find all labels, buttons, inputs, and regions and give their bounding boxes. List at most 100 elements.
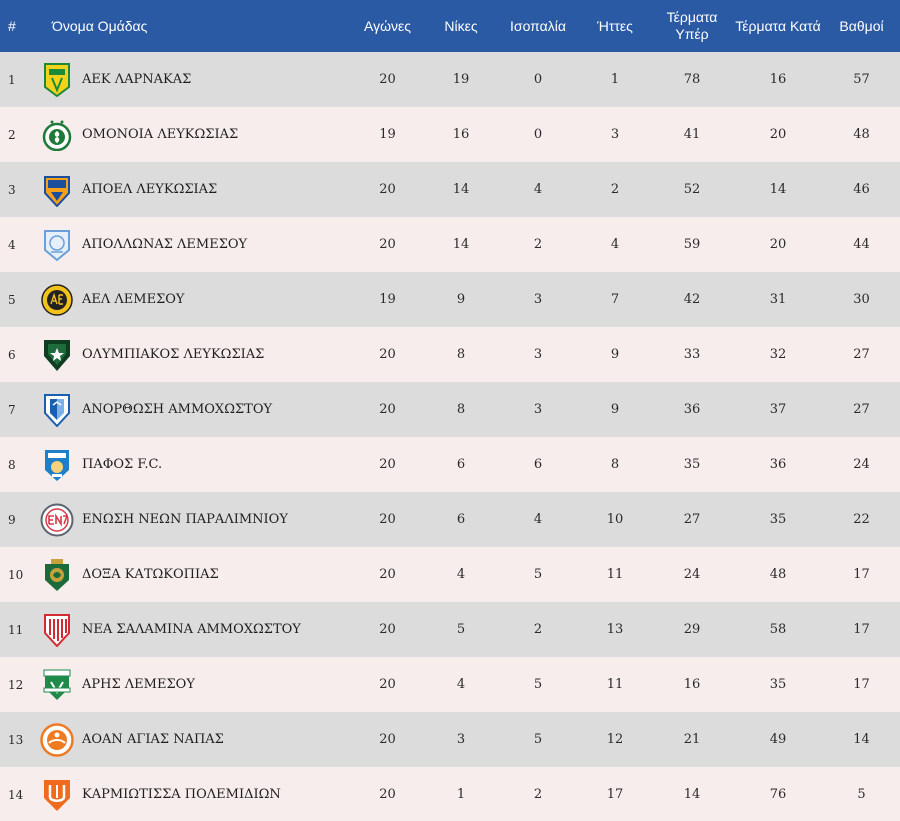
rank-cell: 14 [8,787,24,802]
points-cell: 27 [853,402,870,417]
wins-cell: 3 [456,732,466,747]
team-cell: ΝΕΑ ΣΑΛΑΜΙΝΑ ΑΜΜΟΧΩΣΤΟΥ [38,602,350,657]
header-team-name: Όνομα Ομάδας [52,17,148,34]
losses-cell: 10 [606,512,624,527]
olympiakos-nicosia-logo [40,338,74,372]
rank-cell: 6 [8,347,16,362]
rank-cell: 1 [8,72,16,87]
played-cell: 19 [379,127,396,142]
draws-cell: 5 [533,732,543,747]
goals-against-cell: 31 [769,292,787,307]
rank-cell: 9 [8,512,16,527]
goals-for-cell: 52 [683,182,701,197]
losses-cell: 9 [610,347,620,362]
rank-cell: 12 [8,677,24,692]
table-row: 9 ΕΝΩΣΗ ΝΕΩΝ ΠΑΡΑΛΙΜΝΙΟΥ 20 6 4 10 27 35 22 [0,492,900,547]
team-cell-content: ΟΛΥΜΠΙΑΚΟΣ ΛΕΥΚΩΣΙΑΣ [38,338,350,372]
goals-for-cell: 29 [683,622,701,637]
wins-cell: 9 [456,292,466,307]
karmiotissa-logo [40,778,74,812]
goals-against-cell: 35 [769,677,787,692]
goals-against-cell: 35 [769,512,787,527]
team-name: ΑΕΛ ΛΕΜΕΣΟΥ [82,292,185,307]
team-cell-content: ΑΟΑΝ ΑΓΙΑΣ ΝΑΠΑΣ [38,722,350,757]
played-cell: 20 [379,787,396,802]
draws-cell: 3 [533,347,543,362]
doxa-logo [40,558,74,592]
goals-for-cell: 16 [683,677,701,692]
points-cell: 17 [853,677,870,692]
losses-cell: 17 [606,787,624,802]
team-name: ΑΠΟΕΛ ΛΕΥΚΩΣΙΑΣ [82,182,218,197]
table-header-row: # Όνομα Ομάδας Αγώνες Νίκες Ισοπαλία Ήττ… [0,0,900,52]
table-row: 10 ΔΟΞΑ ΚΑΤΩΚΟΠΙΑΣ 20 4 5 11 24 48 17 [0,547,900,602]
table-row: 1 ΑΕΚ ΛΑΡΝΑΚΑΣ 20 19 0 1 78 16 57 [0,52,900,107]
points-cell: 48 [853,127,870,142]
team-cell-content: ΟΜΟΝΟΙΑ ΛΕΥΚΩΣΙΑΣ [38,118,350,152]
team-name: ΔΟΞΑ ΚΑΤΩΚΟΠΙΑΣ [82,567,219,582]
played-cell: 20 [379,237,396,252]
played-cell: 20 [379,347,396,362]
goals-for-cell: 78 [683,72,701,87]
anorthosis-logo [40,393,74,427]
played-cell: 20 [379,512,396,527]
rank-cell: 13 [8,732,24,747]
goals-against-cell: 20 [769,127,787,142]
team-cell: ΠΑΦΟΣ F.C. [38,437,350,492]
wins-cell: 14 [452,237,470,252]
losses-cell: 1 [610,72,620,87]
team-cell: ΑΝΟΡΘΩΣΗ ΑΜΜΟΧΩΣΤΟΥ [38,382,350,437]
table-row: 14 ΚΑΡΜΙΩΤΙΣΣΑ ΠΟΛΕΜΙΔΙΩΝ 20 1 2 17 14 76 5 [0,767,900,821]
draws-cell: 2 [533,237,543,252]
team-name: ΑΝΟΡΘΩΣΗ ΑΜΜΟΧΩΣΤΟΥ [82,402,273,417]
team-name: ΠΑΦΟΣ F.C. [82,457,163,472]
team-cell-content: ΑΠΟΕΛ ΛΕΥΚΩΣΙΑΣ [38,173,350,207]
team-name: ΝΕΑ ΣΑΛΑΜΙΝΑ ΑΜΜΟΧΩΣΤΟΥ [82,622,301,637]
goals-for-cell: 33 [683,347,701,362]
rank-cell: 2 [8,127,16,142]
goals-against-cell: 14 [769,182,787,197]
goals-for-cell: 59 [683,237,701,252]
rank-cell: 4 [8,237,16,252]
points-cell: 17 [853,567,870,582]
goals-against-cell: 48 [769,567,787,582]
draws-cell: 2 [533,622,543,637]
team-cell-content: ΝΕΑ ΣΑΛΑΜΙΝΑ ΑΜΜΟΧΩΣΤΟΥ [38,613,350,647]
rank-cell: 5 [8,292,16,307]
points-cell: 57 [853,72,870,87]
goals-for-cell: 14 [683,787,701,802]
draws-cell: 0 [533,72,543,87]
draws-cell: 6 [533,457,543,472]
header-draws: Ισοπαλία [510,17,566,34]
team-name: ΟΛΥΜΠΙΑΚΟΣ ΛΕΥΚΩΣΙΑΣ [82,347,265,362]
goals-for-cell: 27 [683,512,701,527]
goals-for-cell: 36 [683,402,701,417]
table-row: 12 ΑΡΗΣ ΛΕΜΕΣΟΥ 20 4 5 11 16 35 17 [0,657,900,712]
draws-cell: 2 [533,787,543,802]
wins-cell: 4 [456,677,466,692]
header-goals-against: Τέρματα Κατά [735,17,821,34]
team-cell: ΑΡΗΣ ΛΕΜΕΣΟΥ [38,657,350,712]
team-cell: ΕΝΩΣΗ ΝΕΩΝ ΠΑΡΑΛΙΜΝΙΟΥ [38,492,350,547]
header-wins: Νίκες [444,17,478,34]
played-cell: 20 [379,182,396,197]
apoel-logo [40,173,74,207]
header-points: Βαθμοί [839,17,884,34]
ael-logo [40,283,74,317]
losses-cell: 2 [610,182,620,197]
rank-cell: 11 [8,622,24,637]
losses-cell: 3 [610,127,620,142]
wins-cell: 19 [452,72,470,87]
header-goals-for: Τέρματα Υπέρ [666,9,718,42]
table-row: 8 ΠΑΦΟΣ F.C. 20 6 6 8 35 36 24 [0,437,900,492]
table-row: 3 ΑΠΟΕΛ ΛΕΥΚΩΣΙΑΣ 20 14 4 2 52 14 46 [0,162,900,217]
table-row: 13 ΑΟΑΝ ΑΓΙΑΣ ΝΑΠΑΣ 20 3 5 12 21 49 14 [0,712,900,767]
nea-salamina-logo [40,613,74,647]
wins-cell: 5 [456,622,466,637]
losses-cell: 7 [610,292,620,307]
team-name: ΕΝΩΣΗ ΝΕΩΝ ΠΑΡΑΛΙΜΝΙΟΥ [82,512,288,527]
team-cell: ΑΕΛ ΛΕΜΕΣΟΥ [38,272,350,327]
header-played: Αγώνες [363,17,411,34]
played-cell: 19 [379,292,396,307]
